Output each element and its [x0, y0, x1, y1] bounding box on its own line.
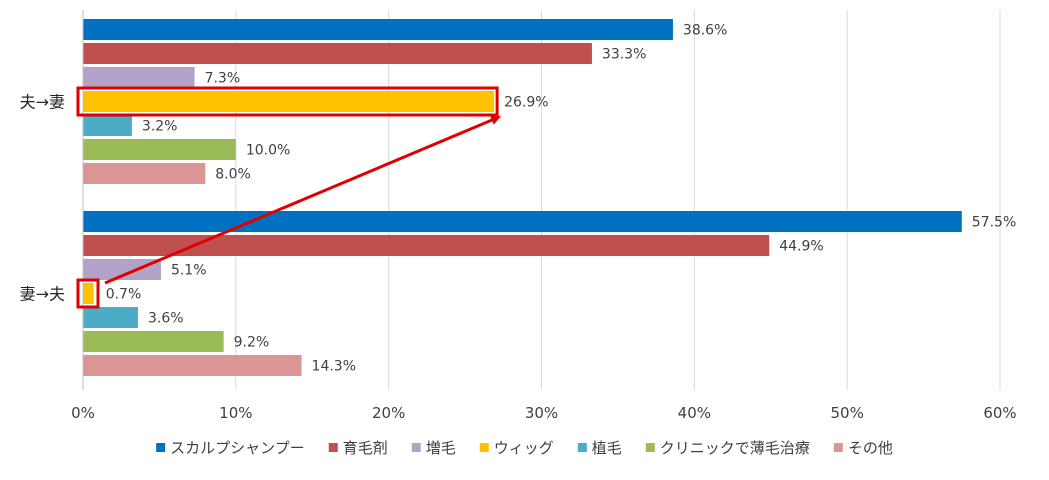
- data-label: 38.6%: [683, 23, 727, 39]
- bar: [83, 331, 224, 352]
- data-label: 9.2%: [234, 335, 270, 351]
- bar: [83, 259, 161, 280]
- legend-swatch: [411, 443, 421, 452]
- data-label: 7.3%: [205, 71, 241, 87]
- x-tick-label: 50%: [830, 404, 863, 422]
- bar: [83, 211, 962, 232]
- legend-swatch: [156, 443, 166, 452]
- bar: [83, 139, 236, 160]
- x-tick-label: 40%: [678, 404, 711, 422]
- x-tick-label: 0%: [71, 404, 95, 422]
- legend-label: 増毛: [426, 439, 456, 457]
- bar: [83, 235, 770, 256]
- highlight-box: [76, 86, 499, 117]
- bar: [83, 283, 94, 304]
- data-label: 33.3%: [602, 47, 646, 63]
- data-label: 5.1%: [171, 263, 207, 279]
- x-tick-label: 30%: [525, 404, 558, 422]
- data-label: 0.7%: [106, 287, 142, 303]
- legend-label: 育毛剤: [343, 439, 388, 457]
- legend-swatch: [645, 443, 655, 452]
- legend-swatch: [833, 443, 843, 452]
- legend-label: スカルプシャンプー: [170, 439, 305, 457]
- legend-label: ウィッグ: [494, 439, 554, 457]
- legend-swatch: [577, 443, 587, 452]
- highlight-arrow: [104, 115, 501, 285]
- bar: [83, 91, 495, 112]
- bar: [83, 19, 673, 40]
- category-label: 妻→夫: [20, 285, 65, 304]
- data-label: 14.3%: [312, 359, 356, 375]
- data-label: 57.5%: [972, 215, 1016, 231]
- legend-label: クリニックで薄毛治療: [660, 439, 810, 457]
- legend-swatch: [328, 443, 338, 452]
- data-label: 10.0%: [246, 143, 290, 159]
- data-label: 26.9%: [504, 95, 548, 111]
- data-label: 3.6%: [148, 311, 184, 327]
- highlight-box: [76, 278, 100, 309]
- legend-swatch: [479, 443, 489, 452]
- bar: [83, 355, 302, 376]
- legend-label: 植毛: [592, 439, 622, 457]
- data-label: 3.2%: [142, 119, 178, 135]
- legend-label: その他: [848, 439, 893, 457]
- category-label: 夫→妻: [20, 93, 65, 112]
- bar: [83, 67, 195, 88]
- x-tick-label: 10%: [219, 404, 252, 422]
- bar: [83, 163, 206, 184]
- bar: [83, 115, 132, 136]
- x-tick-label: 20%: [372, 404, 405, 422]
- x-tick-label: 60%: [983, 404, 1016, 422]
- bar: [83, 43, 592, 64]
- data-label: 8.0%: [215, 167, 251, 183]
- data-label: 44.9%: [779, 239, 823, 255]
- bar: [83, 307, 139, 328]
